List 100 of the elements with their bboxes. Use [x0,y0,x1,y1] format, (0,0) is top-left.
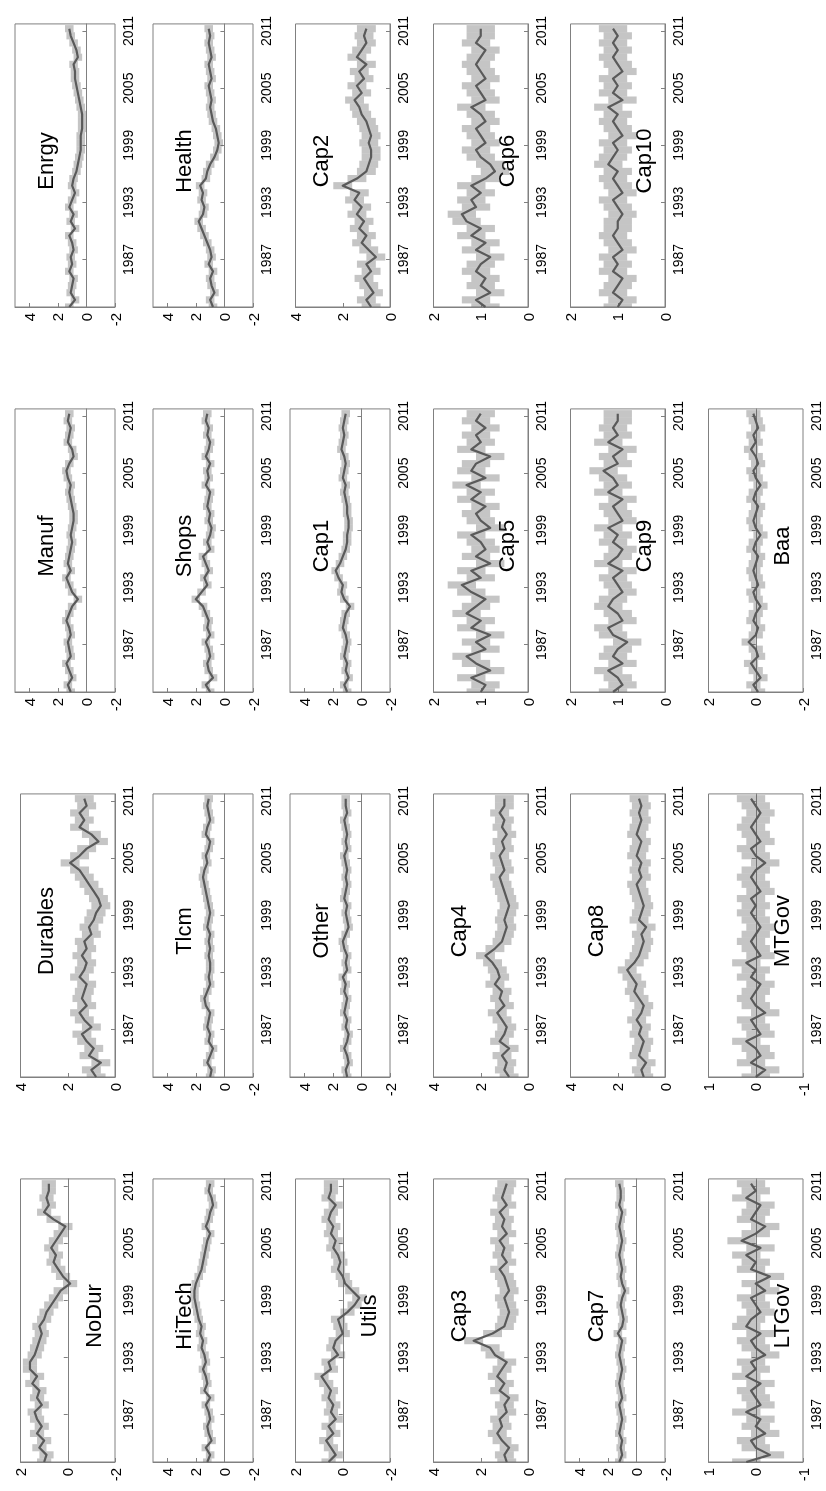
x-tick-label: 4 [295,1083,313,1092]
y-tick-label: 2011 [120,785,136,817]
x-tick-label: 0 [656,1083,674,1092]
y-tick-label: 2005 [532,457,549,489]
line-series [617,1182,627,1464]
text: LTGov [768,1283,794,1349]
x-tick-label: 4 [20,698,38,707]
y-tick-label: 1999 [120,514,136,546]
x-tick-label: 4 [12,1083,29,1092]
y-tick-label: 2005 [257,1227,274,1259]
y-tick-label: 1999 [395,1284,412,1316]
y-tick-label: 1999 [257,899,274,931]
x-tick-label: 2 [186,1083,204,1092]
x-tick-label: 1 [609,698,627,707]
y-tick-label: 2011 [395,1170,412,1202]
y-tick-label: 2005 [120,457,136,489]
y-tick-label: 1987 [120,243,136,275]
x-tick-label: 4 [20,313,38,322]
x-tick-label: 0 [106,1083,124,1092]
x-tick-label: 0 [215,698,233,707]
y-tick-label: 1999 [532,129,549,161]
line-series [194,412,214,694]
x-tick-label: 4 [295,698,313,707]
y-tick-label: 1993 [532,186,549,218]
y-tick-label: 1987 [120,1398,136,1430]
y-tick-label: 1993 [120,571,136,603]
x-tick-label: 4 [158,1468,176,1477]
y-tick-label: 1999 [532,899,549,931]
y-tick-label: 1993 [808,1341,824,1373]
x-tick-label: 0 [77,698,95,707]
line-series [68,27,84,309]
y-tick-label: 2005 [120,1227,136,1259]
x-tick-label: -2 [244,1083,262,1097]
text: Cap8 [582,904,608,958]
line-series [28,1182,72,1464]
x-tick-label: 0 [353,698,371,707]
y-tick-label: 2005 [257,842,274,874]
x-tick-label: 0 [353,1083,371,1092]
y-tick-label: 2005 [120,842,136,874]
line-series [201,797,214,1079]
y-tick-label: 1987 [395,1013,412,1045]
y-tick-label: 2011 [808,785,824,817]
y-tick-label: 1999 [257,1284,274,1316]
x-tick-label: -2 [381,1083,399,1097]
text: Enrgy [32,132,58,190]
line-series [334,412,352,694]
x-tick-label: -2 [794,698,812,712]
line-series [472,1182,510,1464]
line-series [69,797,102,1079]
y-tick-label: 2011 [395,400,412,432]
line-series [602,412,629,694]
y-tick-label: 1999 [532,1284,549,1316]
line-series [460,412,492,694]
x-tick-label: 0 [519,313,537,322]
y-tick-label: 2011 [532,1170,549,1202]
y-tick-label: 2005 [395,842,412,874]
y-tick-label: 1987 [670,1398,687,1430]
x-tick-label: 4 [287,313,305,322]
y-tick-label: 1993 [532,1341,549,1373]
y-tick-label: 1999 [670,514,687,546]
y-tick-label: 2011 [395,15,412,47]
text: Tlcm [170,907,196,955]
x-tick-label: 2 [424,698,442,707]
y-tick-label: 1999 [120,1284,136,1316]
line-series [747,412,762,694]
y-tick-label: 2011 [120,15,136,47]
y-tick-label: 2005 [670,1227,687,1259]
text: Other [307,903,333,959]
x-tick-label: 1 [472,313,490,322]
y-tick-label: 2011 [257,15,274,47]
x-tick-label: 0 [334,1468,352,1477]
y-tick-label: 1993 [120,1341,136,1373]
x-tick-label: 0 [215,1083,233,1092]
y-tick-label: 1987 [670,628,687,660]
line-series [484,797,510,1079]
y-tick-label: 2005 [670,842,687,874]
y-tick-label: 2005 [808,1227,824,1259]
line-series [192,1182,214,1464]
text: Shops [170,514,196,578]
y-tick-label: 1999 [257,514,274,546]
text: HiTech [170,1282,196,1350]
y-tick-label: 2005 [670,457,687,489]
x-tick-label: 2 [186,313,204,322]
x-tick-label: 2 [424,313,442,322]
line-series [65,412,79,694]
x-tick-label: 0 [381,313,399,322]
text: Cap10 [630,128,656,194]
y-tick-label: 1987 [808,1398,824,1430]
y-tick-label: 1999 [670,899,687,931]
x-tick-label: -1 [794,1468,812,1482]
x-tick-label: 2 [49,313,67,322]
y-tick-label: 1993 [532,571,549,603]
x-tick-label: 2 [287,1468,305,1477]
x-tick-label: 4 [424,1468,442,1477]
y-tick-label: 1999 [808,899,824,931]
text: Cap3 [445,1289,471,1343]
y-tick-label: 1993 [120,186,136,218]
y-tick-label: 1987 [120,628,136,660]
y-tick-label: 1993 [120,956,136,988]
y-tick-label: 1987 [532,1013,549,1045]
